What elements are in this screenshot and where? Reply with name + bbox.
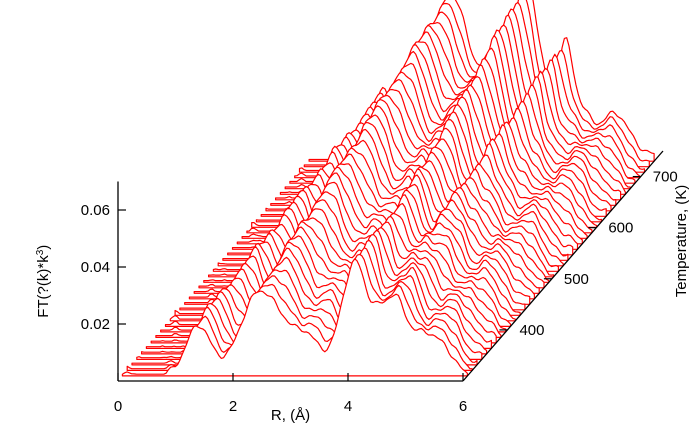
- x-tick-label: 4: [344, 398, 352, 415]
- x-tick-label: 0: [114, 398, 122, 415]
- y-axis-title-superscript: 3: [35, 249, 46, 255]
- labels-layer: R, (Å) Temperature, (K) FT(?(k)*k3): [35, 185, 691, 424]
- y-tick-label: 0.04: [81, 259, 110, 276]
- y-axis-title: FT(?(k)*k3): [35, 245, 53, 318]
- y-tick-label: 0.06: [81, 202, 110, 219]
- y-axis-title-base: FT(?(k)*k: [35, 255, 52, 318]
- z-tick-label: 400: [519, 322, 544, 339]
- x-tick-label: 6: [459, 398, 467, 415]
- y-axis-title-close: ): [35, 245, 52, 250]
- z-tick-label: 500: [564, 271, 589, 288]
- y-tick-label: 0.02: [81, 316, 110, 333]
- traces-layer: [121, 0, 655, 377]
- z-axis-line: [462, 150, 664, 382]
- axes-layer: 0 2 4 6 400 500 600 700 0.02 0.04 0.06: [81, 150, 678, 415]
- z-axis-title: Temperature, (K): [673, 185, 690, 298]
- x-tick-label: 2: [229, 398, 237, 415]
- z-tick-label: 600: [608, 220, 633, 237]
- x-axis-title: R, (Å): [271, 407, 310, 424]
- temperature-trace: [121, 258, 468, 377]
- z-tick-label: 700: [653, 169, 678, 186]
